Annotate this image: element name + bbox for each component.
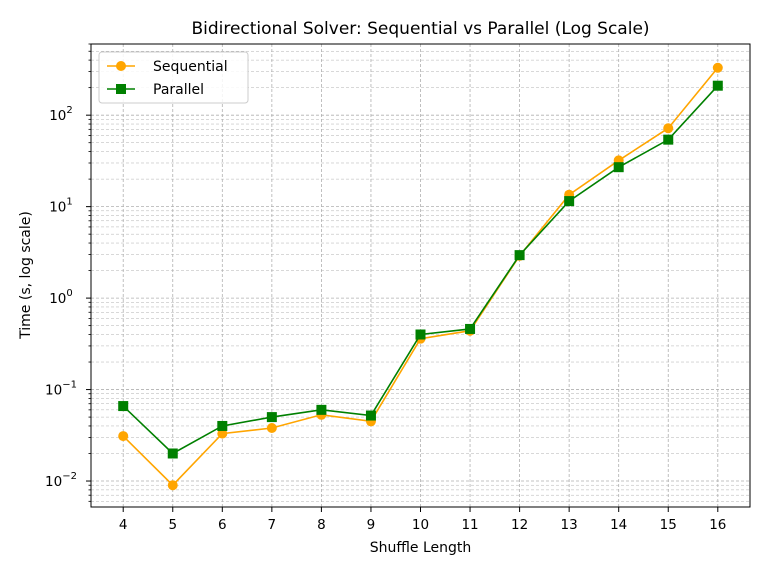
y-tick-label: 101 (49, 197, 73, 216)
sequential-legend-label: Sequential (153, 59, 228, 75)
chart-title: Bidirectional Solver: Sequential vs Para… (191, 19, 649, 39)
x-tick-label: 14 (610, 517, 627, 533)
x-tick-label: 13 (561, 517, 578, 533)
grid-lines (91, 43, 750, 507)
x-tick-label: 12 (511, 517, 528, 533)
x-axis-ticks: 4 5 6 7 8 9 10 11 12 13 14 15 16 (119, 507, 726, 533)
parallel-point (465, 323, 476, 334)
y-tick-label: 10−2 (45, 471, 77, 490)
parallel-point (167, 448, 178, 459)
sequential-point (217, 428, 228, 439)
parallel-point (564, 196, 575, 207)
sequential-point (118, 431, 129, 442)
parallel-point (613, 162, 624, 173)
sequential-point (712, 62, 723, 73)
x-tick-label: 10 (412, 517, 429, 533)
parallel-point (712, 80, 723, 91)
y-tick-label: 10−1 (45, 380, 77, 399)
parallel-point (415, 329, 426, 340)
y-axis-label: Time (s, log scale) (18, 211, 34, 340)
x-tick-label: 8 (317, 517, 326, 533)
legend: Sequential Parallel (98, 51, 249, 104)
x-tick-label: 11 (461, 517, 478, 533)
x-tick-label: 5 (168, 517, 177, 533)
parallel-point (118, 401, 129, 412)
y-axis-ticks: 10−2 10−1 100 101 102 (45, 43, 91, 502)
sequential-legend-marker (116, 61, 126, 71)
x-axis-label: Shuffle Length (370, 540, 472, 556)
parallel-point (663, 134, 674, 145)
sequential-point (167, 480, 178, 491)
parallel-point (266, 412, 277, 423)
y-tick-label: 102 (49, 105, 73, 124)
y-tick-label: 100 (49, 288, 73, 307)
x-tick-label: 4 (119, 517, 128, 533)
parallel-point (365, 410, 376, 421)
series-layer (118, 62, 723, 491)
parallel-legend-label: Parallel (153, 82, 204, 98)
x-tick-label: 7 (268, 517, 277, 533)
sequential-point (266, 422, 277, 433)
parallel-point (316, 404, 327, 415)
x-tick-label: 15 (660, 517, 677, 533)
x-tick-label: 16 (709, 517, 726, 533)
parallel-legend-marker (116, 84, 126, 94)
sequential-point (663, 123, 674, 134)
parallel-point (514, 250, 525, 261)
legend-box (98, 51, 249, 104)
parallel-point (217, 420, 228, 431)
x-tick-label: 6 (218, 517, 227, 533)
x-tick-label: 9 (367, 517, 376, 533)
